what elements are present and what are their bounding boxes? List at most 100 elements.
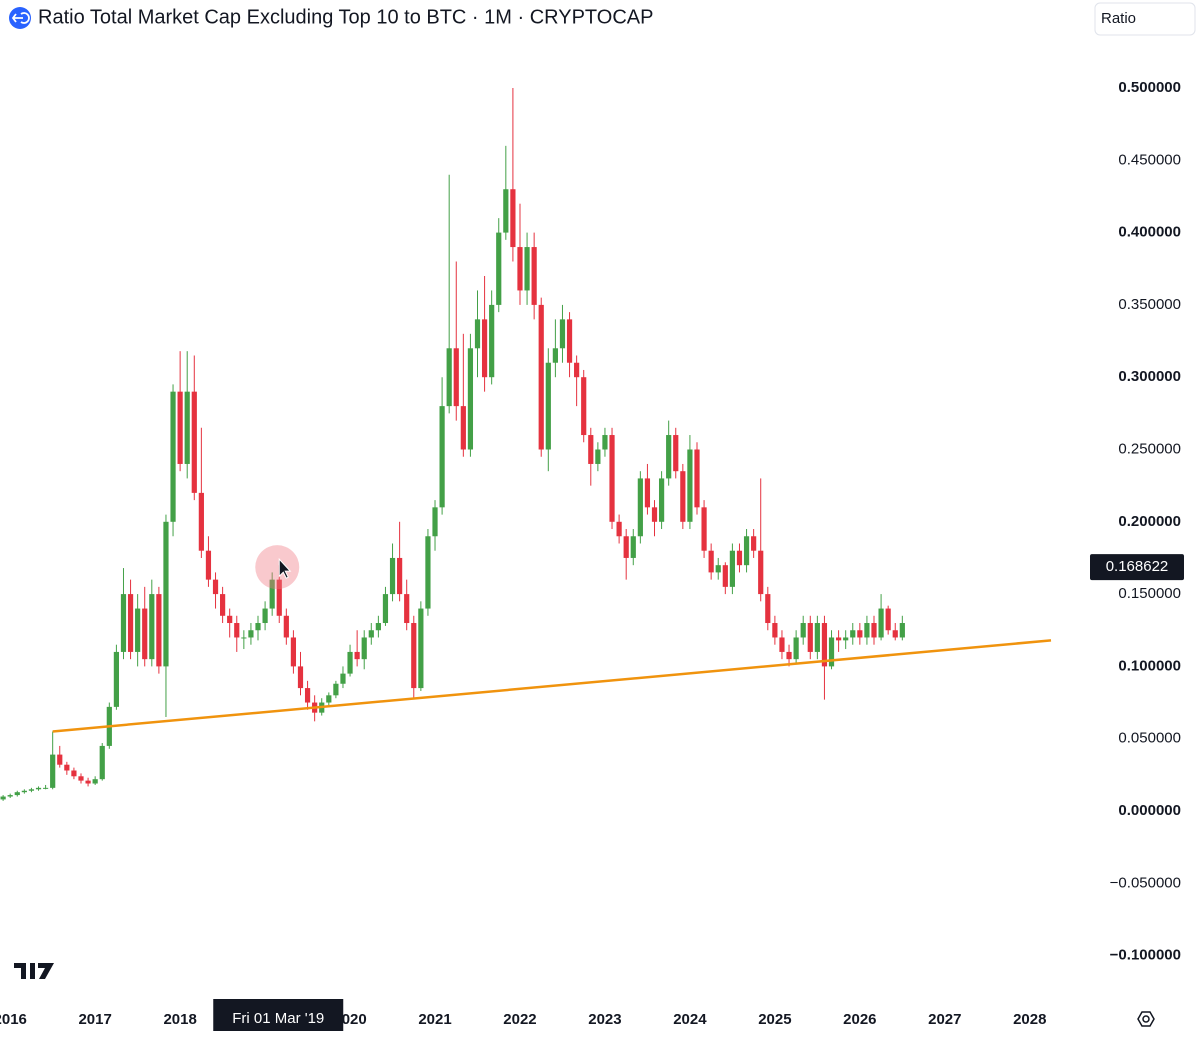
candle-body: [177, 391, 183, 464]
candle-body: [602, 435, 608, 450]
candle-body: [304, 688, 311, 703]
candle-body: [404, 594, 410, 624]
candle-body: [14, 792, 20, 796]
candle-body: [786, 651, 792, 660]
candle-body: [326, 695, 332, 703]
candle-body: [78, 776, 84, 781]
candle-body: [425, 536, 431, 609]
candle-body: [57, 754, 63, 765]
candle-body: [170, 391, 176, 522]
candle-body: [290, 637, 297, 667]
candle-body: [637, 478, 643, 537]
candle-body: [517, 247, 523, 291]
candle-body: [552, 348, 558, 363]
candle-body: [857, 630, 863, 638]
candle-body: [0, 796, 6, 800]
x-tick-label: 2028: [1013, 1011, 1046, 1028]
candle-body: [581, 377, 587, 436]
settings-icon[interactable]: [1137, 1011, 1155, 1027]
candle-body: [35, 787, 42, 790]
candle-body: [531, 247, 537, 305]
candle-body: [715, 565, 721, 573]
candle-body: [113, 651, 120, 707]
candle-body: [722, 565, 728, 587]
candle-body: [446, 348, 452, 407]
candle-body: [743, 536, 750, 566]
candle-body: [814, 623, 820, 652]
x-tick-label: 2023: [588, 1011, 621, 1028]
candle-body: [751, 536, 757, 551]
candle-body: [21, 790, 27, 793]
candle-body: [64, 764, 70, 771]
y-tick-label: 0.000000: [1118, 802, 1181, 819]
candle-body: [510, 189, 516, 248]
settings-dot[interactable]: [1142, 1015, 1150, 1023]
candle-body: [644, 478, 651, 508]
candle-body: [135, 608, 141, 652]
candle-body: [361, 637, 367, 660]
candle-body: [680, 471, 686, 522]
candle-body: [269, 579, 275, 609]
candle-body: [545, 362, 551, 450]
scale-button[interactable]: [1094, 2, 1196, 36]
candle-body: [779, 637, 785, 652]
candle-body: [248, 630, 254, 638]
candle-body: [616, 521, 622, 537]
scale-button-label[interactable]: Ratio: [1101, 10, 1136, 27]
candle-body: [758, 550, 764, 595]
candle-body: [297, 666, 304, 689]
settings-hex[interactable]: [1137, 1011, 1155, 1027]
candle-body: [708, 550, 714, 573]
candle-body: [850, 630, 856, 638]
candle-body: [899, 623, 905, 638]
cursor-arrow: [278, 557, 292, 579]
crosshair-x-label-bg: [213, 999, 344, 1031]
y-tick-label: −0.100000: [1110, 947, 1181, 964]
crosshair-x-label: Fri 01 Mar '19: [232, 1010, 324, 1027]
candle-body: [595, 449, 601, 464]
y-tick-label: 0.200000: [1118, 513, 1181, 530]
candle-body: [574, 362, 580, 378]
candle-body: [609, 435, 615, 522]
candle-body: [503, 189, 509, 233]
x-tick-label: 2027: [928, 1011, 961, 1028]
candle-body: [191, 391, 197, 493]
candle-body: [418, 608, 424, 689]
candle-body: [382, 594, 389, 624]
candle-body: [453, 348, 459, 407]
candle-body: [772, 623, 778, 638]
candle-body: [559, 319, 566, 349]
candle-body: [127, 594, 134, 652]
x-tick-label: 2024: [673, 1011, 707, 1028]
candle-body: [701, 507, 707, 551]
candle-body: [142, 608, 148, 660]
candle-body: [85, 780, 91, 784]
chart-title: Ratio Total Market Cap Excluding Top 10 …: [38, 6, 653, 28]
candle-body: [694, 449, 700, 508]
candle-body: [198, 492, 204, 551]
candle-body: [340, 673, 346, 684]
candle-body: [524, 247, 530, 291]
x-tick-label: 2026: [843, 1011, 876, 1028]
x-tick-label: 2018: [163, 1011, 196, 1028]
candle-body: [375, 623, 381, 631]
logo-glyph: [11, 12, 30, 24]
x-tick-label: 2022: [503, 1011, 536, 1028]
candle-body: [241, 637, 247, 639]
candle-body: [71, 770, 77, 777]
candle-body: [843, 637, 849, 641]
y-tick-label: 0.300000: [1118, 368, 1181, 385]
plot-area: −0.100000 −0.050000 0.000000 0.050000 0.1000…: [0, 79, 1184, 1031]
y-tick-label: 0.100000: [1118, 657, 1181, 674]
cursor-highlight: [255, 545, 300, 590]
candle-body: [566, 319, 573, 363]
candle-body: [276, 579, 282, 616]
candle-body: [411, 623, 417, 689]
candle-body: [234, 623, 240, 638]
candle-body: [389, 557, 396, 595]
candle-body: [120, 594, 127, 652]
candle-body: [666, 435, 672, 479]
candle-body: [163, 521, 169, 667]
candle-body: [99, 745, 105, 780]
